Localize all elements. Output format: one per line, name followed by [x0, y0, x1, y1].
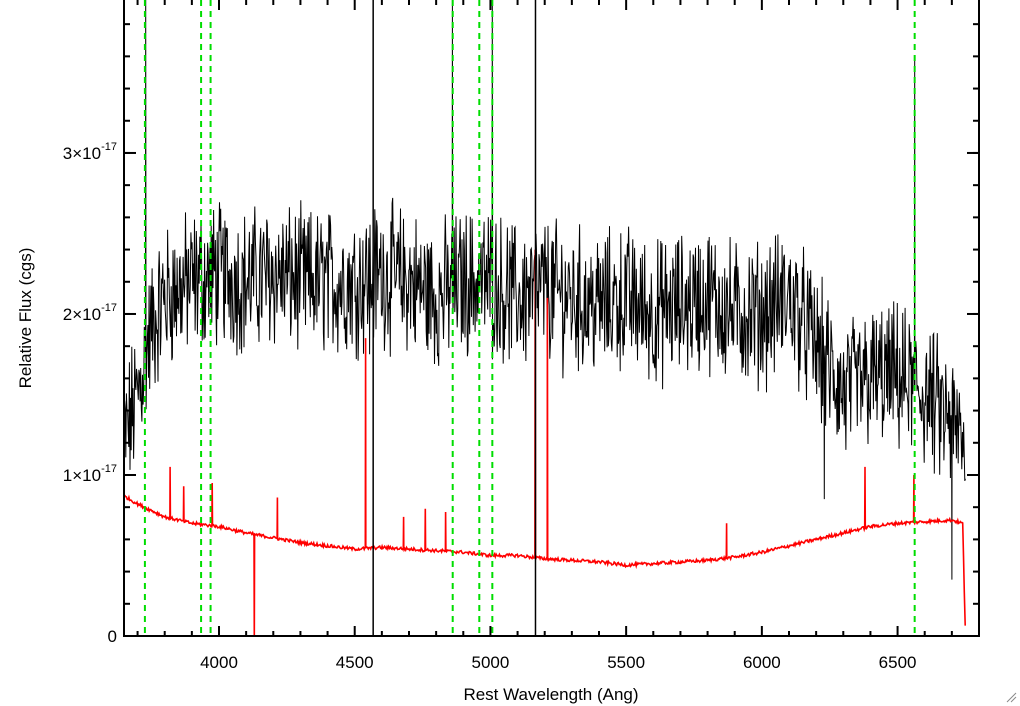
x-tick-label: 6500: [879, 653, 917, 672]
resize-grip-icon[interactable]: [1005, 691, 1017, 703]
x-axis-title: Rest Wavelength (Ang): [463, 685, 638, 704]
y-tick-label: 2×10-17: [63, 302, 117, 324]
x-tick-label: 5000: [472, 653, 510, 672]
x-tick-label: 6000: [743, 653, 781, 672]
y-axis: 0 1×10-17 2×10-17 3×10-17: [63, 23, 979, 646]
x-tick-label: 5500: [607, 653, 645, 672]
y-tick-label: 1×10-17: [63, 463, 117, 485]
series-observed-line: [124, 0, 966, 580]
series-model-line: [124, 249, 966, 636]
y-tick-label: 0: [108, 627, 117, 646]
plot-frame: [123, 0, 980, 637]
x-tick-label: 4500: [336, 653, 374, 672]
y-tick-label: 3×10-17: [63, 141, 117, 163]
plot-area: [124, 0, 966, 636]
x-tick-label: 4000: [200, 653, 238, 672]
y-axis-title: Relative Flux (cgs): [16, 248, 35, 389]
x-axis: 4000 4500 5000 5500 6000 6500: [136, 0, 980, 672]
